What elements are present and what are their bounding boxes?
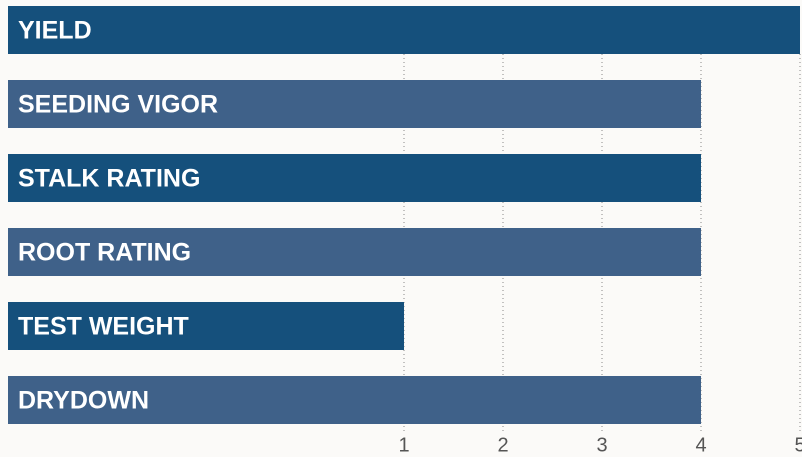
x-tick-label: 5 xyxy=(794,434,802,456)
bar xyxy=(8,302,404,350)
x-tick-label: 4 xyxy=(695,434,706,456)
bar xyxy=(8,80,701,128)
category-label: YIELD xyxy=(18,17,92,45)
category-label: ROOT RATING xyxy=(18,239,191,267)
bar xyxy=(8,228,701,276)
x-tick-label: 1 xyxy=(398,434,409,456)
x-tick-label: 3 xyxy=(596,434,607,456)
x-tick-label: 2 xyxy=(497,434,508,456)
bar xyxy=(8,6,800,54)
bar xyxy=(8,376,701,424)
category-label: DRYDOWN xyxy=(18,387,149,415)
category-label: STALK RATING xyxy=(18,165,200,193)
category-label: TEST WEIGHT xyxy=(18,313,189,341)
bar xyxy=(8,154,701,202)
category-label: SEEDING VIGOR xyxy=(18,91,218,119)
